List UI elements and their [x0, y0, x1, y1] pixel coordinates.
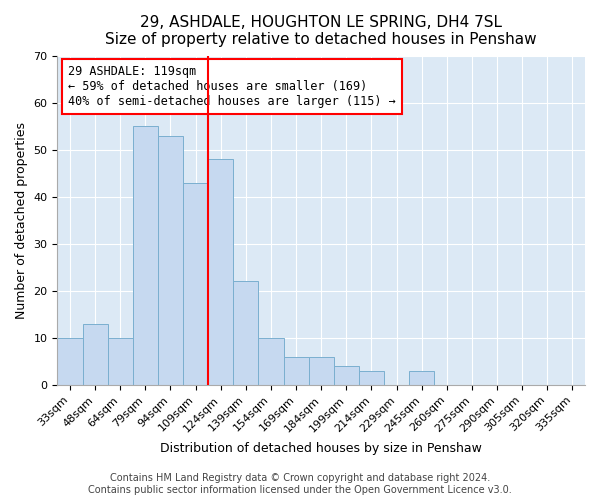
Bar — [183, 182, 208, 385]
Bar — [284, 356, 308, 385]
Bar — [208, 159, 233, 385]
X-axis label: Distribution of detached houses by size in Penshaw: Distribution of detached houses by size … — [160, 442, 482, 455]
Bar — [334, 366, 359, 385]
Bar — [233, 282, 259, 385]
Bar — [107, 338, 133, 385]
Bar — [359, 371, 384, 385]
Title: 29, ASHDALE, HOUGHTON LE SPRING, DH4 7SL
Size of property relative to detached h: 29, ASHDALE, HOUGHTON LE SPRING, DH4 7SL… — [106, 15, 537, 48]
Bar — [133, 126, 158, 385]
Bar — [158, 136, 183, 385]
Bar — [259, 338, 284, 385]
Y-axis label: Number of detached properties: Number of detached properties — [15, 122, 28, 318]
Text: Contains HM Land Registry data © Crown copyright and database right 2024.
Contai: Contains HM Land Registry data © Crown c… — [88, 474, 512, 495]
Bar — [409, 371, 434, 385]
Bar — [83, 324, 107, 385]
Bar — [308, 356, 334, 385]
Text: 29 ASHDALE: 119sqm
← 59% of detached houses are smaller (169)
40% of semi-detach: 29 ASHDALE: 119sqm ← 59% of detached hou… — [68, 66, 396, 108]
Bar — [58, 338, 83, 385]
